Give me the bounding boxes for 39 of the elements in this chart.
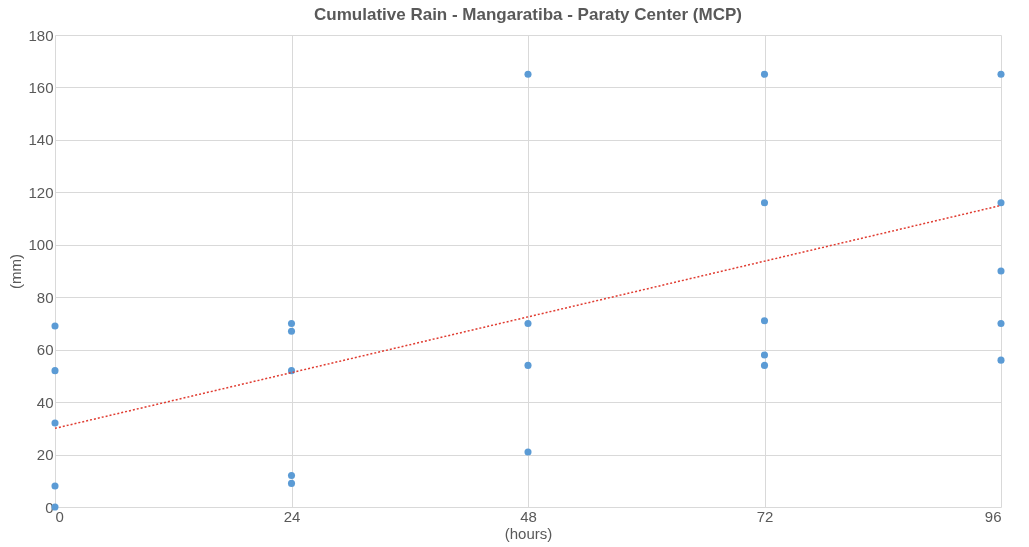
y-tick-label: 100 [28, 236, 54, 254]
point [51, 419, 59, 427]
point [287, 367, 296, 375]
point [287, 479, 296, 487]
point [997, 70, 1005, 78]
point [287, 327, 296, 335]
point [51, 482, 59, 490]
x-axis-title: (hours) [504, 524, 553, 542]
point [760, 351, 769, 359]
x-tick-label: 96 [984, 507, 1002, 525]
point [524, 361, 532, 369]
y-tick-label: 20 [36, 446, 54, 464]
y-tick-label: 60 [36, 341, 54, 359]
point [524, 448, 532, 456]
x-tick-label: 72 [756, 507, 774, 525]
point [287, 472, 296, 480]
point [997, 319, 1005, 327]
point [997, 356, 1005, 364]
point [760, 199, 769, 207]
point [760, 70, 769, 78]
point [524, 70, 532, 78]
point [997, 199, 1005, 207]
point [524, 319, 532, 327]
point [51, 367, 59, 375]
y-tick-label: 120 [28, 183, 54, 201]
point [760, 361, 769, 369]
point [51, 322, 59, 330]
chart-title: Cumulative Rain - Mangaratiba - Paraty Center (MCP) [314, 5, 742, 24]
y-tick-label: 160 [28, 78, 54, 96]
y-tick-label: 80 [36, 288, 54, 306]
x-tick-label: 48 [520, 507, 537, 525]
point [760, 317, 769, 325]
y-axis-title: (mm) [7, 254, 25, 289]
point [997, 267, 1005, 275]
y-tick-label: 180 [28, 26, 54, 44]
y-tick-label: 140 [28, 131, 54, 149]
y-tick-label: 40 [36, 393, 54, 411]
point [287, 319, 296, 327]
x-tick-label: 24 [283, 507, 301, 525]
